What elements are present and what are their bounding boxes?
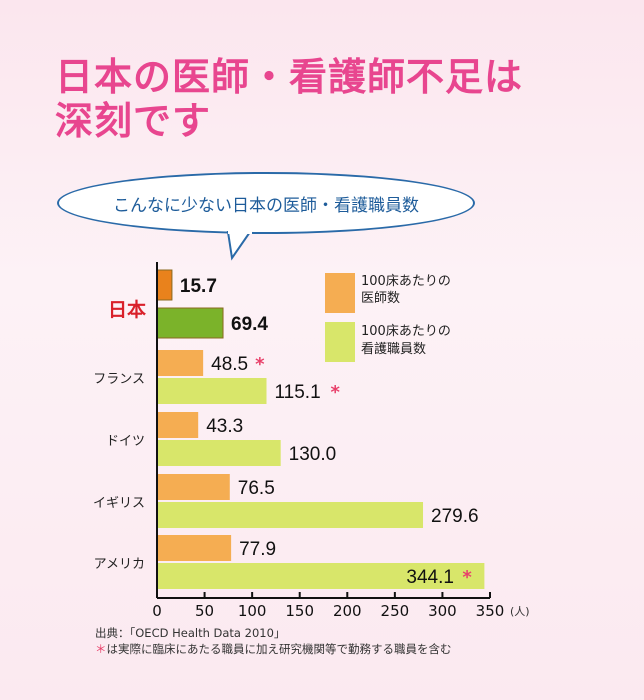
bubble-tail <box>226 231 252 261</box>
footnote-text: は実際に臨床にあたる職員に加え研究機関等で勤務する職員を含む <box>106 642 452 656</box>
title-line-1: 日本の医師・看護師不足は <box>55 55 524 99</box>
data-label: 344.1 <box>406 567 454 588</box>
data-label: 69.4 <box>231 314 268 335</box>
category-label: ドイツ <box>106 434 145 449</box>
legend-swatch-nurses <box>325 322 355 362</box>
data-label: 130.0 <box>289 444 337 465</box>
footnote: ＊は実際に臨床にあたる職員に加え研究機関等で勤務する職員を含む <box>95 641 452 657</box>
asterisk-mark: ＊ <box>95 642 107 656</box>
asterisk-mark: * <box>462 567 472 588</box>
category-label: フランス <box>93 372 145 387</box>
data-label: 279.6 <box>431 506 479 527</box>
bubble-tail-cover <box>228 228 252 234</box>
data-label: 76.5 <box>238 478 275 499</box>
title-line-2: 深刻です <box>55 99 212 143</box>
bar-nurses <box>156 307 224 339</box>
bar-doctors <box>157 474 230 500</box>
bubble-text: こんなに少ない日本の医師・看護職員数 <box>113 195 419 216</box>
bar-doctors <box>157 412 199 438</box>
data-label: 48.5 <box>211 354 248 375</box>
source-note: 出典：「OECD Health Data 2010」 <box>95 626 286 640</box>
asterisk-mark: * <box>255 354 265 375</box>
data-label: 115.1 <box>275 382 321 403</box>
bar-doctors <box>157 535 232 561</box>
page-title: 日本の医師・看護師不足は 深刻です <box>55 55 523 143</box>
category-label: イギリス <box>93 496 145 511</box>
x-tick-label: 0 <box>152 602 162 620</box>
bar-doctors <box>157 350 204 376</box>
x-tick-label: 200 <box>333 602 362 620</box>
bar-nurses <box>157 563 485 589</box>
bar-nurses <box>157 378 267 404</box>
legend-label: 医師数 <box>361 291 400 306</box>
legend-label: 100床あたりの <box>361 324 451 339</box>
legend-label: 看護職員数 <box>361 341 426 357</box>
x-tick-label: 50 <box>195 602 214 620</box>
data-label: 77.9 <box>239 539 276 560</box>
bar-doctors <box>156 269 173 301</box>
x-tick-label: 350 <box>476 602 505 620</box>
data-label: 43.3 <box>206 416 243 437</box>
bar-nurses <box>157 502 424 528</box>
x-unit-label: (人) <box>510 605 530 618</box>
legend-label: 100床あたりの <box>361 274 451 289</box>
asterisk-mark: * <box>331 382 341 403</box>
x-tick-label: 300 <box>428 602 457 620</box>
x-tick-label: 150 <box>285 602 314 620</box>
legend-swatch-doctors <box>325 273 355 313</box>
speech-bubble: こんなに少ない日本の医師・看護職員数 <box>57 172 475 234</box>
bar-nurses <box>157 440 281 466</box>
category-label: アメリカ <box>94 557 145 572</box>
category-label: 日本 <box>108 298 146 321</box>
data-label: 15.7 <box>180 276 217 297</box>
x-tick-label: 250 <box>381 602 410 620</box>
x-tick-label: 100 <box>238 602 267 620</box>
